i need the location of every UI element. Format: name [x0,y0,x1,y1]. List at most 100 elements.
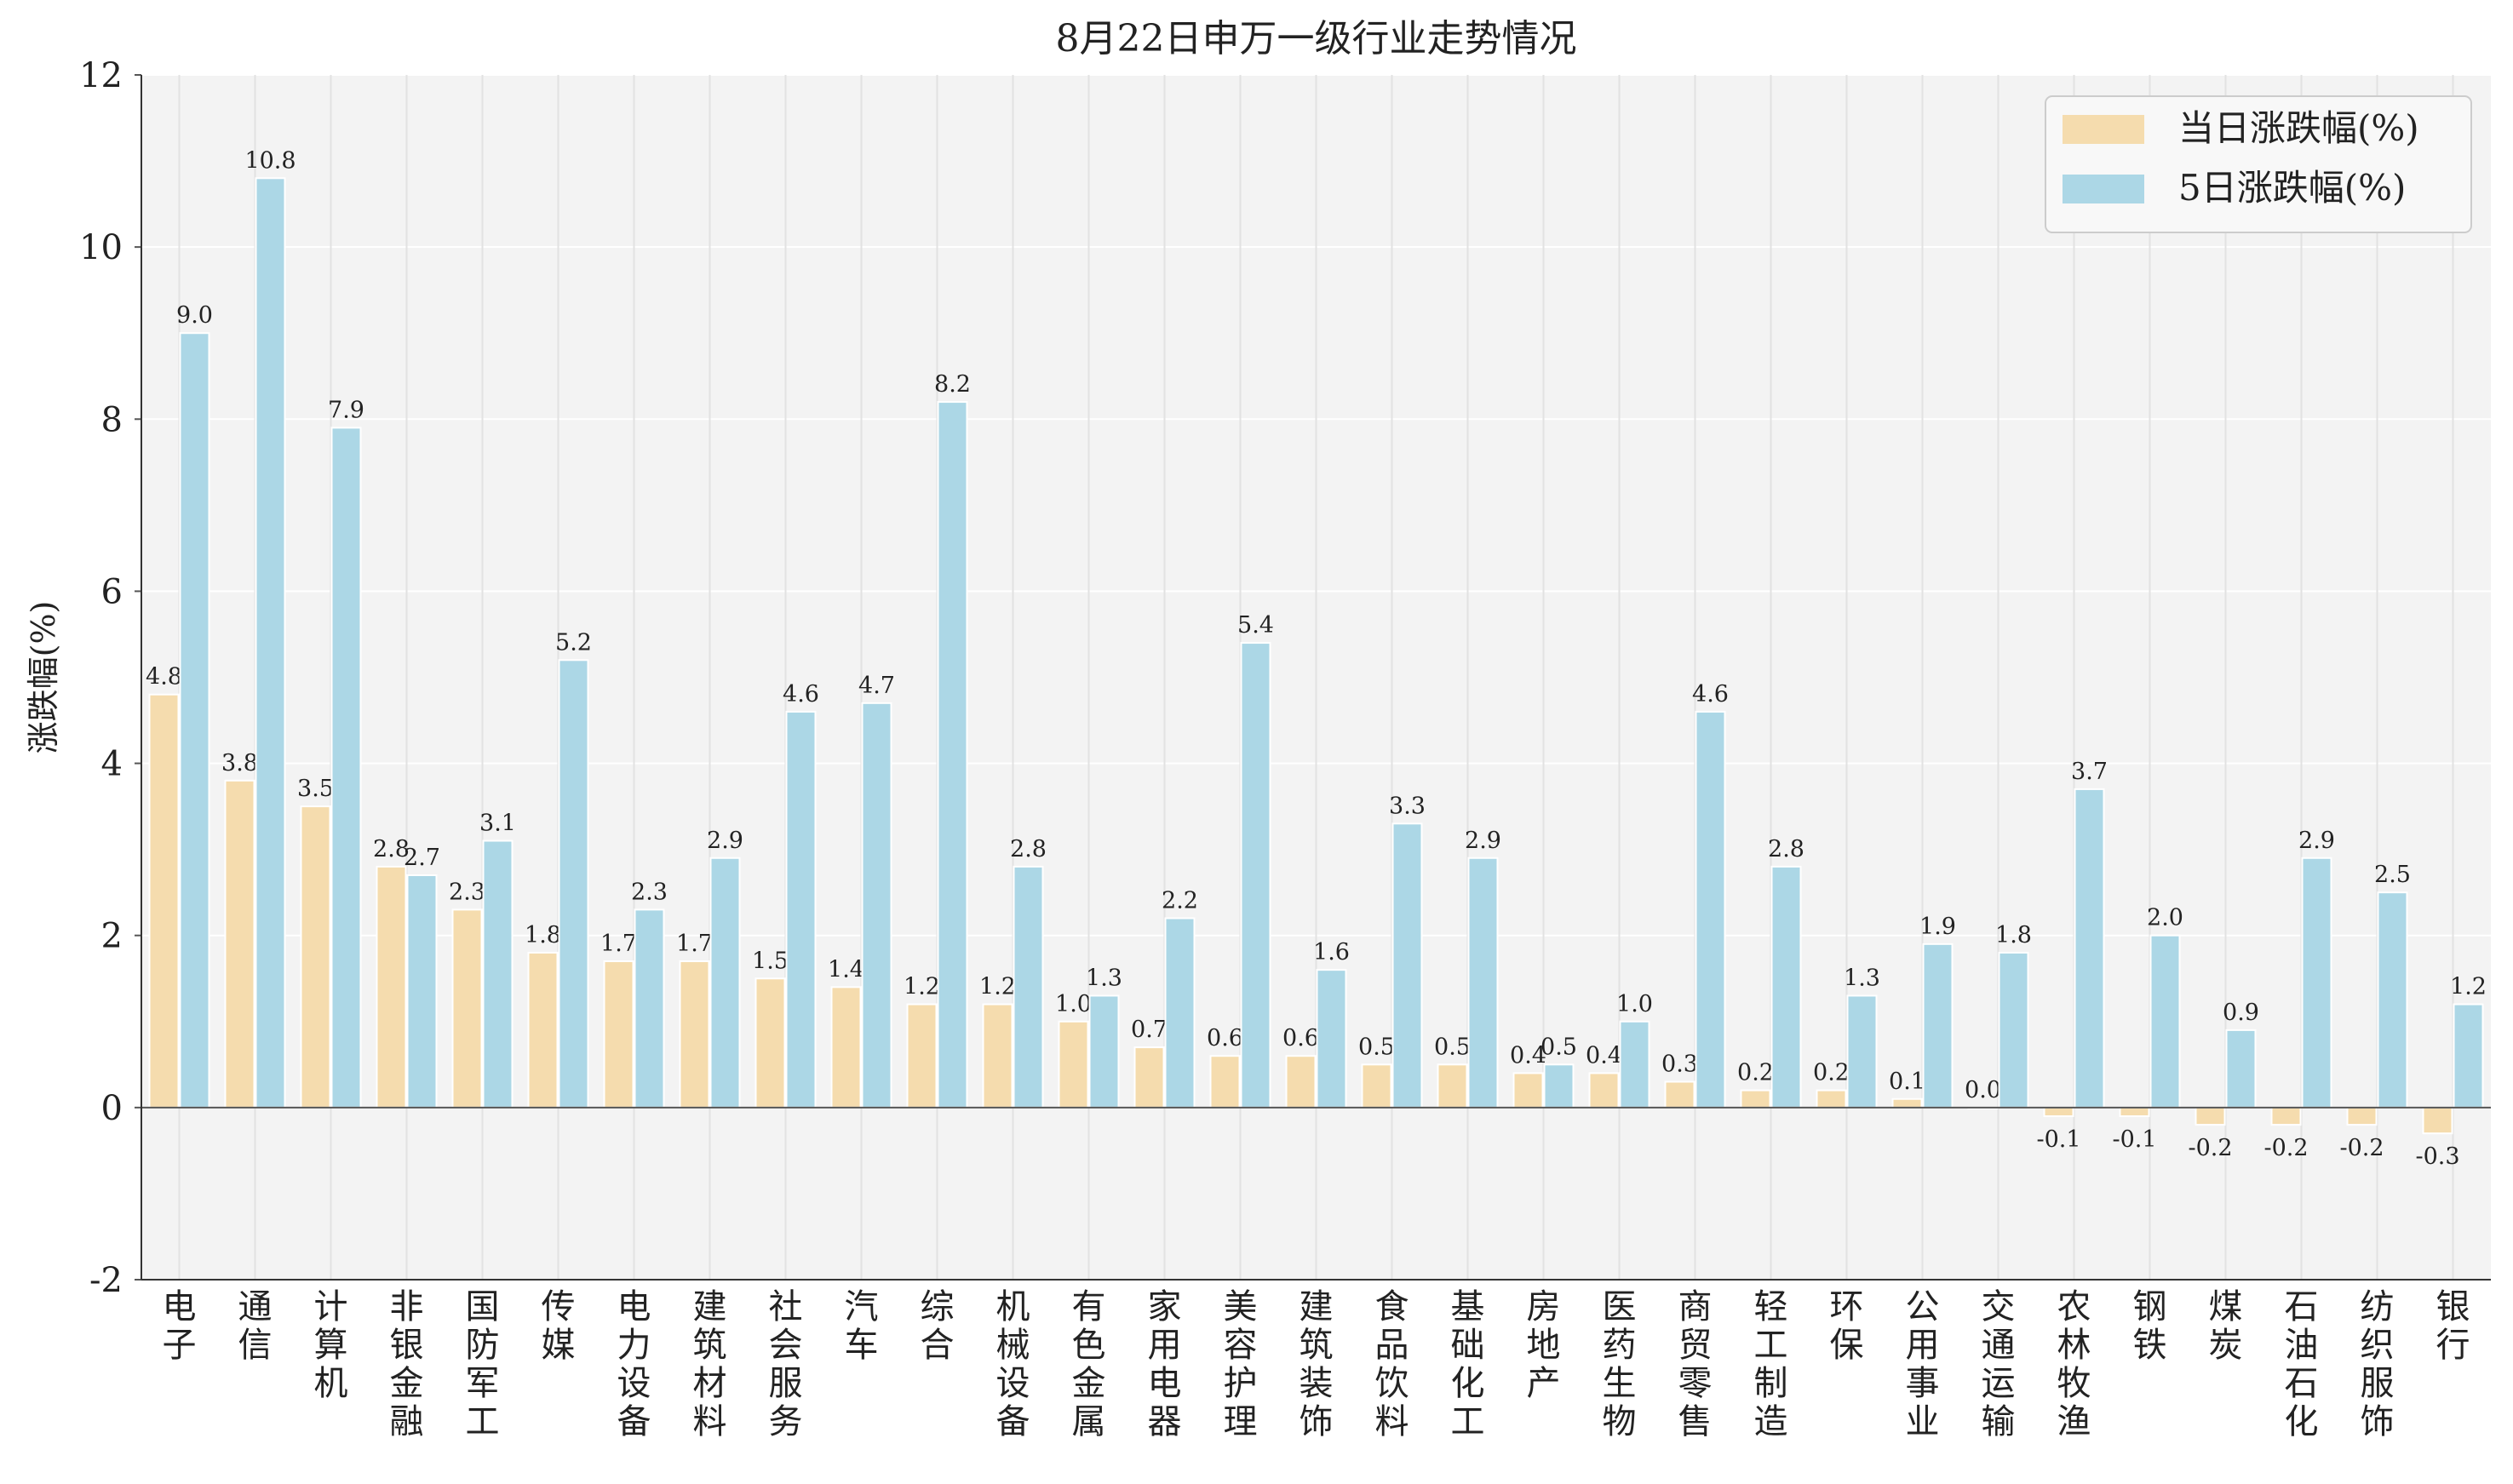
x-tick-char: 设 [996,1364,1030,1403]
x-tick-char: 社 [769,1287,803,1326]
data-label: 0.5 [1541,1034,1577,1060]
y-tick-label: 10 [79,228,123,267]
data-label: 2.9 [707,828,743,854]
x-tick-char: 色 [1072,1326,1106,1365]
series-1: 4.8 3.8 3.5 2.8 2.3 1.8 1.7 1.7 1.5 1.4 1.2 1.2 1.0 0… [146,664,2460,1170]
x-tick-char: 有 [1072,1287,1106,1326]
data-label: 0.4 [1510,1042,1546,1069]
bar [451,908,483,1109]
x-tick-char: 农 [2057,1287,2091,1326]
data-label: 2.8 [373,836,410,862]
bar [1922,943,1954,1109]
x-tick-char: 非 [390,1287,424,1326]
data-label: 0.7 [1131,1017,1168,1043]
data-label: 0.1 [1889,1069,1925,1095]
x-tick-label: 银行 [2436,1287,2470,1365]
data-label: 1.0 [1055,991,1092,1017]
x-tick-char: 建 [1300,1287,1334,1326]
data-label: 1.0 [1616,991,1653,1017]
x-tick-label: 房地产 [1527,1287,1561,1403]
y-tick-label: 6 [101,572,123,611]
bar [1467,857,1499,1109]
x-tick-char: 建 [693,1287,727,1326]
data-label: 4.6 [783,681,819,708]
x-tick-char: 业 [1906,1402,1940,1441]
x-tick-char: 备 [617,1402,651,1441]
y-tick-label: 4 [101,745,123,784]
x-tick-char: 造 [1754,1402,1788,1441]
bar [906,1003,938,1109]
x-tick-char: 售 [1678,1402,1713,1441]
x-tick-label: 建筑装饰 [1300,1287,1334,1441]
data-label: 3.7 [2071,759,2108,785]
data-label: 1.2 [979,974,1016,1000]
data-label: 1.2 [904,974,940,1000]
x-tick-char: 保 [1830,1326,1864,1365]
data-label: 1.4 [828,956,864,983]
bar [1209,1055,1241,1109]
x-tick-char: 服 [769,1364,803,1403]
bar [1164,917,1196,1109]
chart-title: 8月22日申万一级行业走势情况 [1056,17,1577,60]
x-tick-char: 零 [1678,1364,1713,1403]
bar [2195,1106,2226,1126]
data-label: 5.2 [555,629,592,656]
bar [2377,891,2408,1109]
y-tick-label: 8 [101,400,123,439]
x-tick-char: 输 [1982,1402,2016,1441]
data-label: 1.7 [600,931,637,957]
bar [1240,642,1271,1109]
x-tick-char: 会 [769,1326,803,1365]
data-label: 2.5 [2374,862,2411,888]
data-label: 0.6 [1282,1025,1319,1051]
x-tick-label: 计算机 [314,1287,348,1403]
bar [634,908,665,1109]
bar [1543,1063,1575,1109]
x-tick-char: 电 [163,1287,197,1326]
x-tick-char: 油 [2285,1326,2319,1365]
x-tick-char: 牧 [2057,1364,2091,1403]
legend-label: 5日涨跌幅(%) [2178,167,2406,209]
x-tick-char: 运 [1982,1364,2016,1403]
data-label: 1.8 [525,922,561,948]
bar [2043,1106,2074,1117]
x-tick-char: 计 [314,1287,348,1326]
bar [2422,1106,2453,1135]
data-label: -0.1 [2036,1126,2080,1153]
data-label: 1.8 [1995,922,2032,948]
x-tick-char: 事 [1906,1364,1940,1403]
x-tick-label: 有色金属 [1072,1287,1106,1441]
x-tick-char: 通 [1982,1326,2016,1365]
bar [1846,994,1878,1109]
x-tick-char: 银 [390,1326,424,1365]
bar [754,977,786,1109]
data-label: 4.6 [1692,681,1729,708]
x-tick-label: 汽车 [845,1287,879,1365]
x-tick-char: 通 [238,1287,273,1326]
x-tick-label: 家用电器 [1148,1287,1182,1441]
x-tick-char: 筑 [1300,1326,1334,1365]
x-tick-char: 化 [1451,1364,1485,1403]
x-tick-char: 机 [314,1364,348,1403]
data-label: -0.1 [2112,1126,2156,1153]
data-label: 0.2 [1737,1060,1774,1086]
data-label: 2.0 [2147,905,2183,931]
x-tick-char: 石 [2285,1364,2319,1403]
x-tick-label: 国防军工 [466,1287,500,1441]
bar [2346,1106,2378,1126]
x-tick-char: 材 [693,1364,727,1403]
x-tick-char: 护 [1224,1364,1258,1403]
bar [785,710,817,1109]
x-tick-char: 设 [617,1364,651,1403]
bar [1437,1063,1468,1109]
x-tick-char: 家 [1148,1287,1182,1326]
x-tick-char: 军 [466,1364,500,1403]
x-tick-label: 通信 [238,1287,273,1365]
bar [1740,1089,1771,1109]
x-tick-label: 非银金融 [390,1287,424,1441]
data-label: 1.2 [2450,974,2487,1000]
x-tick-char: 饰 [2361,1402,2395,1441]
data-label: 1.7 [676,931,713,957]
x-tick-char: 料 [693,1402,727,1441]
